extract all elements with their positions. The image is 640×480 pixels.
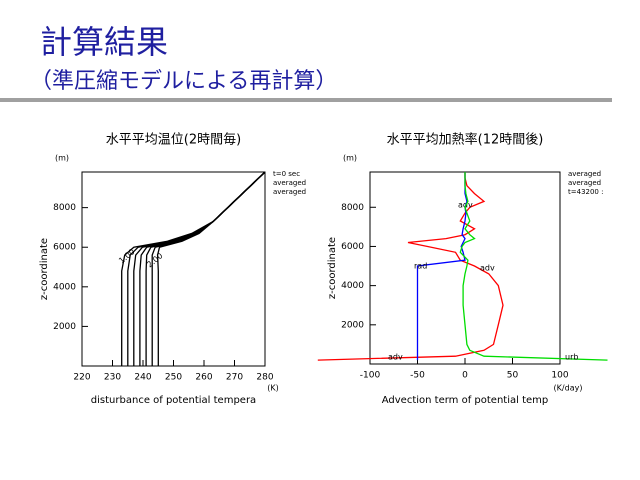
x-tick-label: 230 bbox=[104, 373, 121, 383]
y-unit: (m) bbox=[343, 154, 357, 163]
series-line bbox=[459, 172, 608, 361]
x-unit: (K) bbox=[267, 384, 279, 393]
y-axis-label: z-coordinate bbox=[327, 237, 338, 299]
x-tick-label: 250 bbox=[165, 373, 182, 383]
x-tick-label: 220 bbox=[73, 373, 90, 383]
y-unit: (m) bbox=[55, 154, 69, 163]
legend-text: averaged bbox=[568, 179, 601, 187]
slide-title: 計算結果 bbox=[40, 23, 168, 61]
x-tick-label: 0 bbox=[462, 371, 468, 381]
y-tick-label: 6000 bbox=[53, 243, 76, 253]
series-line bbox=[156, 171, 266, 366]
x-tick-label: 240 bbox=[134, 373, 151, 383]
series-line bbox=[145, 171, 266, 366]
y-axis-label: z-coordinate bbox=[39, 238, 50, 300]
series-label: adv bbox=[480, 264, 495, 273]
y-tick-label: 2000 bbox=[341, 320, 364, 330]
series-line bbox=[121, 171, 266, 366]
x-tick-label: 270 bbox=[226, 373, 243, 383]
series-label: adv bbox=[388, 353, 403, 362]
legend-text: averaged bbox=[273, 179, 306, 187]
x-tick-label: -100 bbox=[360, 371, 381, 381]
x-tick-label: 280 bbox=[256, 373, 273, 383]
y-tick-label: 4000 bbox=[53, 282, 76, 292]
y-tick-label: 4000 bbox=[341, 281, 364, 291]
x-unit: (K/day) bbox=[554, 384, 583, 393]
x-axis-label: disturbance of potential tempera bbox=[91, 395, 256, 406]
x-tick-label: -50 bbox=[410, 371, 425, 381]
plot-frame bbox=[81, 171, 266, 367]
x-tick-label: 260 bbox=[195, 373, 212, 383]
divider bbox=[0, 98, 612, 102]
y-tick-label: 8000 bbox=[341, 203, 364, 213]
series-line bbox=[127, 171, 266, 366]
legend-text: t=43200 : bbox=[568, 188, 603, 196]
slide-subtitle: （準圧縮モデルによる再計算） bbox=[30, 69, 337, 94]
x-axis-label: Advection term of potential temp bbox=[382, 395, 548, 406]
y-tick-label: 8000 bbox=[53, 203, 76, 213]
chart-title: 水平平均温位(2時間毎) bbox=[106, 132, 241, 148]
curve-label: 1.00 bbox=[117, 247, 136, 265]
series-line bbox=[151, 171, 266, 366]
series-line bbox=[416, 172, 468, 361]
legend-text: t=0 sec bbox=[273, 170, 300, 178]
y-tick-label: 6000 bbox=[341, 242, 364, 252]
series-line bbox=[317, 172, 504, 361]
x-tick-label: 50 bbox=[507, 371, 519, 381]
series-label: urb bbox=[565, 353, 578, 362]
chart-title: 水平平均加熱率(12時間後) bbox=[387, 132, 544, 148]
series-label: rad bbox=[414, 262, 427, 271]
legend-text: averaged bbox=[273, 188, 306, 196]
series-line bbox=[133, 171, 266, 366]
x-tick-label: 100 bbox=[551, 371, 568, 381]
y-tick-label: 2000 bbox=[53, 322, 76, 332]
legend-text: averaged bbox=[568, 170, 601, 178]
